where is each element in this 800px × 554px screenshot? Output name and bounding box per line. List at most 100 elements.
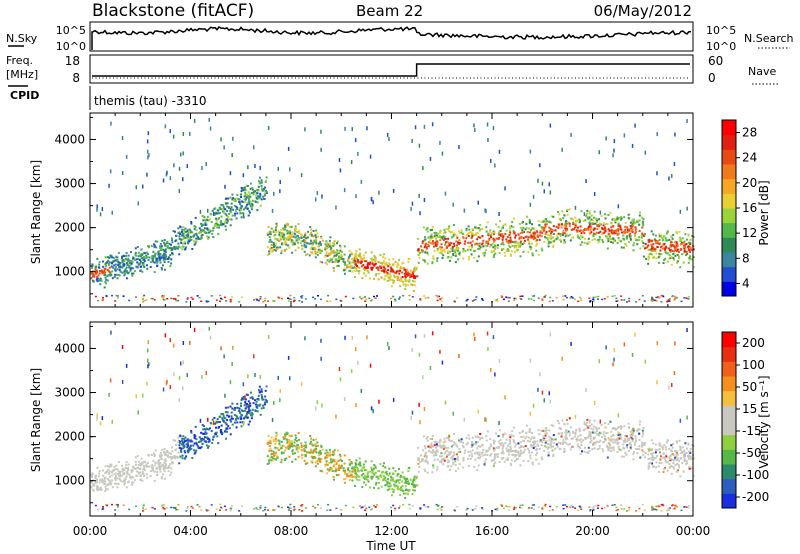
- velocity-echo-point: [626, 438, 629, 440]
- power-echo-point: [453, 249, 456, 251]
- velocity-echo-point: [136, 455, 139, 457]
- power-echo-point: [335, 253, 338, 256]
- velocity-echo-point: [492, 465, 495, 468]
- power-echo-point: [242, 173, 245, 178]
- power-echo-point: [404, 283, 407, 286]
- power-echo-point: [265, 190, 268, 193]
- power-echo-point: [661, 239, 664, 242]
- power-echo-point: [688, 296, 690, 298]
- power-echo-point: [644, 233, 646, 235]
- power-echo-point: [508, 244, 510, 247]
- velocity-echo-point: [448, 435, 451, 438]
- power-echo-point: [111, 256, 114, 259]
- velocity-echo-point: [673, 467, 675, 470]
- velocity-echo-point: [164, 460, 167, 463]
- power-echo-point: [227, 216, 230, 219]
- velocity-echo-point: [430, 442, 433, 445]
- power-echo-point: [175, 234, 178, 237]
- power-echo-point: [206, 301, 208, 303]
- power-echo-point: [310, 242, 313, 245]
- power-echo-point: [567, 234, 570, 237]
- velocity-echo-point: [276, 455, 279, 458]
- noise-tick-high-left: 10^5: [56, 24, 86, 37]
- power-echo-point: [197, 232, 200, 235]
- velocity-echo-point: [479, 445, 482, 448]
- power-echo-point: [481, 242, 484, 245]
- power-echo-point: [663, 242, 666, 245]
- velocity-echo-point: [388, 467, 391, 470]
- velocity-echo-point: [304, 454, 307, 457]
- velocity-echo-point: [648, 462, 650, 465]
- power-echo-point: [178, 231, 181, 233]
- velocity-echo-point: [607, 441, 610, 444]
- velocity-echo-point: [433, 458, 436, 461]
- power-echo-point: [242, 212, 245, 217]
- velocity-echo-point: [418, 465, 421, 468]
- power-echo-point: [621, 231, 623, 234]
- power-echo-point: [275, 242, 278, 245]
- power-echo-point: [374, 260, 377, 263]
- velocity-echo-point: [523, 448, 526, 451]
- power-echo-point: [624, 228, 627, 231]
- velocity-echo-point: [264, 401, 267, 404]
- power-echo-point: [333, 250, 336, 253]
- velocity-echo-point: [331, 470, 334, 473]
- velocity-echo-point: [326, 472, 329, 475]
- power-echo-point: [271, 248, 274, 251]
- power-echo-point: [540, 247, 543, 250]
- power-echo-point: [290, 226, 293, 228]
- power-echo-point: [239, 202, 241, 205]
- velocity-echo-point: [664, 466, 667, 469]
- power-echo-point: [576, 234, 579, 237]
- power-echo-point: [407, 271, 409, 274]
- velocity-echo-point: [98, 472, 101, 475]
- power-echo-point: [683, 297, 686, 299]
- power-echo-point: [241, 212, 244, 215]
- power-echo-point: [518, 237, 521, 240]
- power-echo-point: [678, 255, 680, 258]
- power-echo-point: [320, 237, 323, 239]
- power-echo-point: [616, 233, 619, 235]
- power-echo-point: [230, 218, 233, 221]
- velocity-echo-point: [574, 433, 577, 435]
- power-echo-point: [672, 244, 675, 247]
- velocity-echo-point: [593, 419, 596, 422]
- power-echo-point: [303, 243, 306, 246]
- velocity-echo-point: [630, 433, 633, 436]
- velocity-echo-point: [514, 455, 517, 458]
- velocity-echo-point: [294, 458, 297, 461]
- power-echo-point: [411, 271, 414, 274]
- power-echo-point: [504, 186, 506, 191]
- velocity-echo-point: [294, 434, 297, 437]
- power-echo-point: [99, 283, 102, 286]
- power-echo-point: [195, 232, 198, 235]
- power-echo-point: [418, 193, 420, 198]
- power-echo-point: [555, 297, 558, 299]
- power-echo-point: [450, 231, 453, 233]
- power-echo-point: [650, 230, 653, 233]
- velocity-echo-point: [399, 494, 402, 497]
- power-echo-point: [282, 242, 285, 245]
- power-echo-point: [183, 231, 186, 234]
- power-echo-point: [477, 236, 480, 239]
- velocity-echo-point: [365, 469, 368, 472]
- velocity-echo-point: [161, 448, 164, 451]
- power-echo-point: [233, 204, 236, 207]
- power-echo-point: [544, 236, 547, 239]
- power-echo-point: [485, 226, 488, 229]
- power-echo-point: [240, 216, 243, 219]
- power-echo-point: [121, 255, 124, 258]
- velocity-echo-point: [626, 440, 629, 443]
- velocity-echo-point: [297, 446, 300, 449]
- power-echo-point: [684, 233, 687, 236]
- power-echo-point: [436, 241, 439, 244]
- power-echo-point: [370, 266, 373, 269]
- power-echo-point: [261, 188, 264, 191]
- power-echo-point: [163, 252, 166, 255]
- power-echo-point: [668, 300, 671, 302]
- power-echo-point: [113, 260, 116, 263]
- power-echo-point: [452, 202, 454, 207]
- velocity-echo-point: [423, 468, 426, 471]
- power-echo-point: [496, 300, 499, 302]
- velocity-echo-point: [93, 484, 96, 487]
